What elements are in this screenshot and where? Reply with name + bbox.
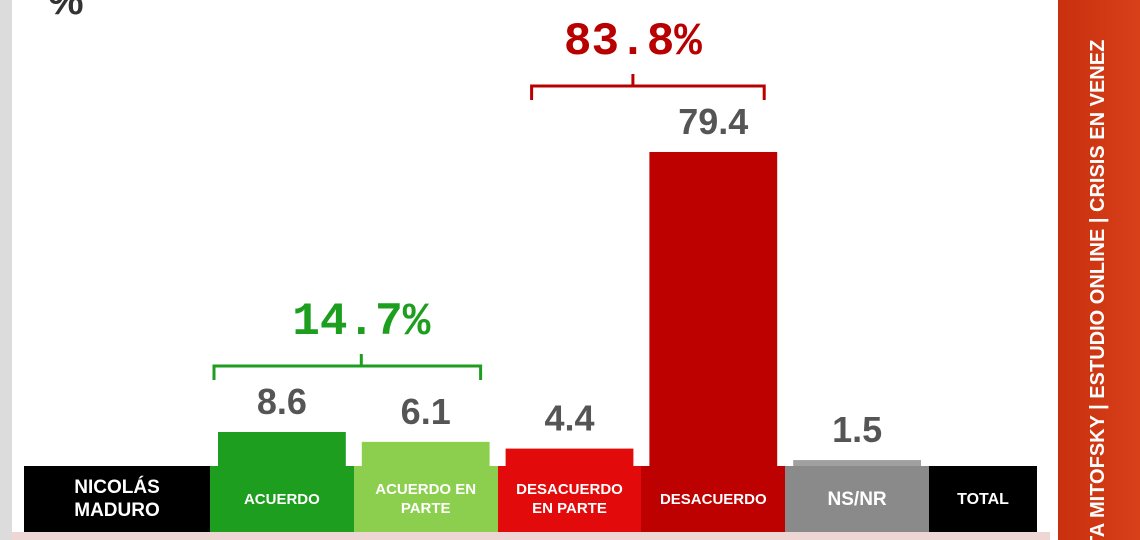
bar xyxy=(649,151,778,466)
bracket xyxy=(530,73,766,100)
value-label: 6.1 xyxy=(401,391,451,432)
value-label: 4.4 xyxy=(544,398,594,439)
bar xyxy=(218,431,346,466)
annotation: 14.7% xyxy=(292,296,430,348)
bar xyxy=(505,448,634,466)
annotation: 83.8% xyxy=(564,16,702,68)
category-cell: ACUERDO EN PARTE xyxy=(353,466,498,532)
category-cell: DESACUERDO EN PARTE xyxy=(497,466,642,532)
bottom-band xyxy=(12,532,1050,540)
row-label: NICOLÁS MADURO xyxy=(24,466,210,532)
category-cell: ACUERDO xyxy=(210,466,354,532)
side-banner: TA MITOFSKY | ESTUDIO ONLINE | CRISIS EN… xyxy=(1087,40,1109,540)
value-label: 79.4 xyxy=(678,101,748,142)
total-label: TOTAL xyxy=(929,466,1037,532)
side-strip xyxy=(1050,0,1140,540)
category-cell: NS/NR xyxy=(785,466,929,532)
left-border xyxy=(0,0,12,540)
bar xyxy=(361,441,490,466)
value-label: 8.6 xyxy=(257,381,307,422)
bar xyxy=(793,460,921,466)
category-cell: DESACUERDO xyxy=(641,466,786,532)
unit-label: % xyxy=(48,0,84,23)
bracket xyxy=(212,353,483,380)
value-label: 1.5 xyxy=(832,409,882,450)
